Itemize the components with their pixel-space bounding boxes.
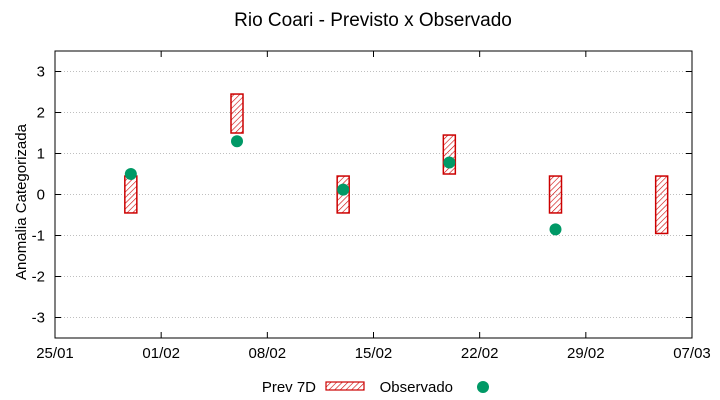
y-tick-label: -2 xyxy=(32,269,45,286)
x-tick-label: 01/02 xyxy=(142,345,180,362)
observado-point xyxy=(337,183,350,196)
observado-point xyxy=(124,168,137,180)
axes: -3 -2 -1 0 1 2 3 25/01 01/02 08/02 15/02 22/02 29/02… xyxy=(32,51,711,362)
observado-point xyxy=(549,223,562,236)
y-tick-label: 0 xyxy=(37,187,45,204)
x-tick-label: 25/01 xyxy=(36,345,74,362)
prev-7d-series xyxy=(124,93,669,235)
grid xyxy=(55,71,692,318)
legend-label-prev-7d: Prev 7D xyxy=(262,379,316,396)
x-tick-label: 15/02 xyxy=(355,345,393,362)
legend: Prev 7D Observado xyxy=(262,379,489,396)
y-tick-label: 1 xyxy=(37,146,45,163)
prev-7d-bar xyxy=(654,175,669,235)
chart-title: Rio Coari - Previsto x Observado xyxy=(234,10,512,31)
prev-7d-bar xyxy=(548,175,563,214)
x-tick-label: 08/02 xyxy=(249,345,287,362)
y-tick-label: -1 xyxy=(32,228,45,245)
x-tick-label: 07/03 xyxy=(673,345,711,362)
x-tick-label: 22/02 xyxy=(461,345,499,362)
legend-swatch-prev-7d xyxy=(325,381,365,391)
observado-point xyxy=(231,135,243,148)
x-tick-label: 29/02 xyxy=(567,345,605,362)
legend-swatch-observado xyxy=(477,381,489,393)
prev-7d-bar xyxy=(230,93,244,134)
y-tick-label: 3 xyxy=(37,64,45,81)
y-tick-label: 2 xyxy=(37,105,45,122)
y-tick-label: -3 xyxy=(32,310,45,327)
prev-7d-bar xyxy=(124,175,138,214)
legend-label-observado: Observado xyxy=(380,379,453,396)
y-axis-label: Anomalia Categorizada xyxy=(13,123,30,280)
observado-series xyxy=(124,135,562,236)
observado-point xyxy=(443,156,456,169)
